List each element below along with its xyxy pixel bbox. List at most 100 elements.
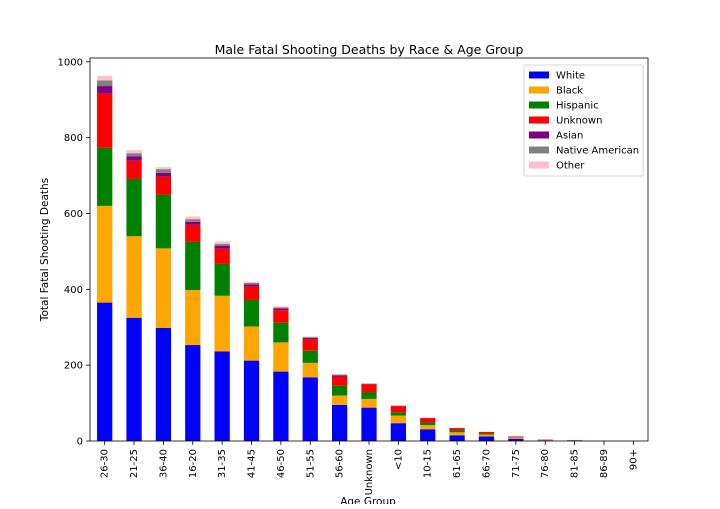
x-tick-label: 90+ (628, 449, 639, 470)
legend-label: Hispanic (556, 101, 599, 112)
legend-label: White (556, 71, 585, 82)
bar-segment (156, 173, 171, 177)
x-tick-label: 46-50 (276, 449, 287, 478)
bar-segment (126, 156, 141, 161)
bar-segment (391, 416, 406, 424)
bar-segment (126, 153, 141, 156)
bar-segment (332, 377, 347, 386)
y-tick-label: 400 (64, 285, 83, 296)
bar-segment (215, 249, 230, 264)
bar-segment (126, 236, 141, 318)
x-tick-label: 56-60 (335, 449, 346, 478)
bar-segment (391, 412, 406, 415)
bar-segment (156, 248, 171, 328)
bar-segment (273, 306, 288, 307)
bar-segment (303, 363, 318, 377)
y-tick-label: 1000 (58, 57, 83, 68)
bar-segment (420, 418, 435, 422)
y-tick-label: 800 (64, 133, 83, 144)
legend-swatch (529, 117, 549, 124)
chart-title: Male Fatal Shooting Deaths by Race & Age… (215, 42, 524, 57)
legend-label: Native American (556, 146, 639, 157)
bar-segment (479, 435, 494, 437)
bar-segment (361, 399, 376, 408)
bar-segment (273, 372, 288, 441)
bar-segment (332, 395, 347, 404)
bar-segment (479, 436, 494, 441)
bar-segment (185, 222, 200, 225)
bar-segment (303, 339, 318, 350)
bar-segment (303, 337, 318, 338)
bar-segment (126, 318, 141, 441)
bar-segment (361, 408, 376, 441)
x-tick-label: 26-30 (100, 449, 111, 478)
bar-segment (156, 195, 171, 248)
bar-segment (244, 361, 259, 441)
bar-segment (126, 150, 141, 153)
bar-segment (273, 323, 288, 343)
bar-segment (97, 206, 112, 303)
x-tick-label: 81-85 (570, 449, 581, 478)
bar-segment (215, 352, 230, 441)
bar-segment (215, 296, 230, 352)
y-tick-label: 600 (64, 209, 83, 220)
x-tick-label: 16-20 (188, 449, 199, 478)
bar-segment (156, 328, 171, 441)
bar-segment (449, 430, 464, 432)
bar-segment (420, 429, 435, 441)
bar-segment (391, 406, 406, 412)
bar-segment (420, 425, 435, 429)
bar-segment (273, 308, 288, 309)
y-axis: 0 200 400 600 800 1000 (58, 57, 90, 447)
bar-segment (97, 76, 112, 81)
bar-segment (215, 242, 230, 244)
bar-segment (244, 284, 259, 286)
bar-segment (244, 287, 259, 300)
bar-segment (332, 375, 347, 376)
bar-segment (332, 374, 347, 375)
bar-segment (156, 167, 171, 169)
bar-segment (97, 80, 112, 86)
x-tick-label: 71-75 (511, 449, 522, 478)
bar-segment (97, 303, 112, 441)
y-tick-label: 200 (64, 361, 83, 372)
legend-label: Unknown (556, 116, 602, 127)
legend-label: Black (556, 86, 583, 97)
bar-segment (185, 345, 200, 441)
bar-segment (156, 169, 171, 173)
bar-segment (215, 244, 230, 246)
bar-segment (215, 264, 230, 296)
bar-segment (244, 283, 259, 285)
bar-segment (332, 386, 347, 396)
bar-segment (126, 179, 141, 236)
legend-swatch (529, 102, 549, 109)
legend-swatch (529, 72, 549, 79)
bar-segment (273, 310, 288, 323)
bars-group (97, 76, 582, 441)
x-tick-label: 41-45 (247, 449, 258, 478)
bar-segment (303, 377, 318, 441)
bar-segment (185, 225, 200, 242)
bar-segment (273, 308, 288, 310)
x-tick-label: 61-65 (452, 449, 463, 478)
bar-segment (508, 436, 523, 437)
bar-segment (449, 432, 464, 435)
x-tick-label: <10 (393, 449, 404, 470)
bar-segment (215, 246, 230, 249)
legend-swatch (529, 132, 549, 139)
y-tick-label: 0 (77, 437, 83, 448)
bar-segment (185, 242, 200, 290)
x-tick-label: 66-70 (481, 449, 492, 478)
x-axis-title: Age Group (340, 496, 396, 504)
x-tick-label: 36-40 (158, 449, 169, 478)
bar-segment (449, 428, 464, 430)
bar-segment (361, 384, 376, 392)
bar-segment (97, 86, 112, 94)
x-tick-label: 76-80 (540, 449, 551, 478)
legend-swatch (529, 87, 549, 94)
bar-segment (332, 405, 347, 441)
bar-segment (244, 282, 259, 283)
